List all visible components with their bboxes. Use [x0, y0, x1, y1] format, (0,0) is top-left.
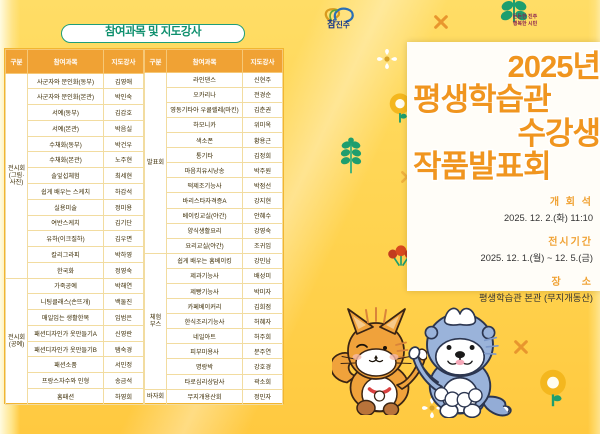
svg-text:진주: 진주: [336, 19, 350, 29]
svg-text:참: 참: [327, 18, 336, 29]
